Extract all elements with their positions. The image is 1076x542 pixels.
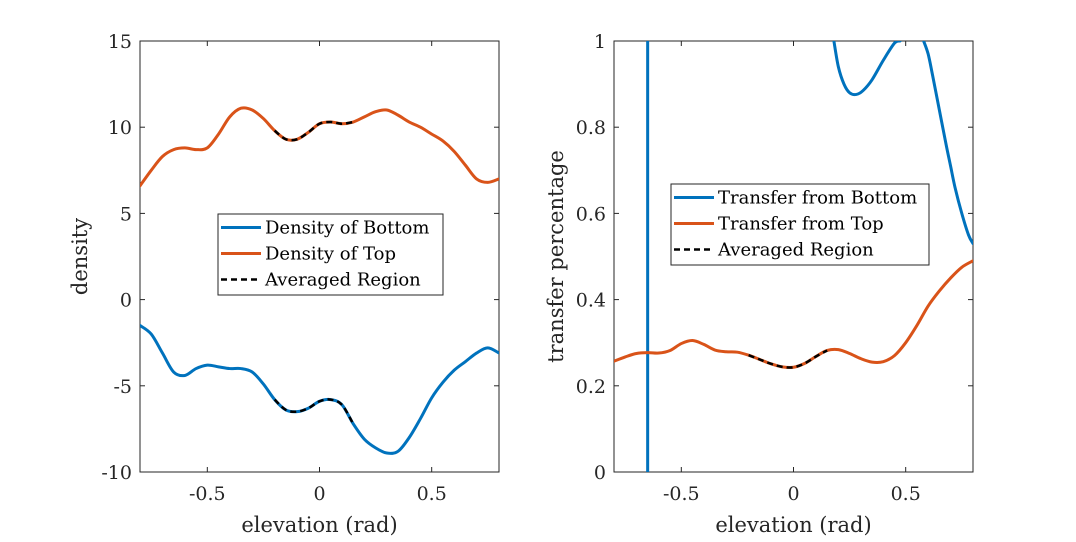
x-tick-label-density: 0 <box>313 483 325 505</box>
x-tick-label-density: 0.5 <box>417 483 447 505</box>
x-tick-label-transfer: 0 <box>787 483 799 505</box>
y-tick-label-transfer: 0.2 <box>576 376 606 398</box>
y-tick-label-density: 0 <box>120 290 132 312</box>
legend-label-transfer-top: Transfer from Top <box>718 214 884 235</box>
x-axis-label-density: elevation (rad) <box>241 513 397 537</box>
y-tick-label-density: 15 <box>108 31 132 53</box>
series-line-density-averaged-region <box>273 120 354 142</box>
y-axis-label-density: density <box>68 218 92 295</box>
y-tick-label-transfer: 0.8 <box>576 117 606 139</box>
series-line-transfer-transfer-from-top <box>614 259 973 370</box>
y-tick-label-transfer: 0.4 <box>576 290 606 312</box>
y-tick-label-density: 10 <box>108 117 132 139</box>
y-tick-label-transfer: 0.6 <box>576 203 606 225</box>
legend-label-transfer-averaged: Averaged Region <box>717 240 874 261</box>
y-tick-label-density: -5 <box>113 376 132 398</box>
x-axis-label-transfer: elevation (rad) <box>715 513 871 537</box>
legend-transfer: Transfer from Bottom Transfer from Top A… <box>670 183 930 266</box>
y-tick-label-density: -10 <box>101 462 132 484</box>
legend-label-density-top: Density of Top <box>265 244 396 265</box>
y-tick-label-transfer: 1 <box>594 31 606 53</box>
series-layer-density <box>140 106 499 455</box>
legend-label-density-averaged: Averaged Region <box>264 270 421 291</box>
y-tick-label-transfer: 0 <box>594 462 606 484</box>
series-line-transfer-transfer-from-bottom-segment-2 <box>922 41 973 246</box>
legend-label-transfer-bottom: Transfer from Bottom <box>718 188 917 209</box>
series-layer-transfer <box>614 41 973 472</box>
x-tick-label-transfer: -0.5 <box>663 483 700 505</box>
axes-density: -0.5 0 0.5 -10 -5 0 5 10 15 elevation (rad) dens… <box>68 31 500 537</box>
series-line-transfer-transfer-from-bottom-segment-1 <box>832 41 902 97</box>
series-line-density-averaged-region <box>273 398 355 425</box>
x-tick-label-transfer: 0.5 <box>891 483 921 505</box>
y-axis-label-transfer: transfer percentage <box>544 150 568 363</box>
series-line-transfer-averaged-region <box>748 349 828 369</box>
y-tick-label-density: 5 <box>120 203 132 225</box>
legend-density: Density of Bottom Density of Top Average… <box>217 213 444 296</box>
tick-layer-transfer: -0.5 0 0.5 0 0.2 0.4 0.6 0.8 1 <box>576 31 973 505</box>
axes-transfer: -0.5 0 0.5 0 0.2 0.4 0.6 0.8 1 elevation (rad) t… <box>544 31 974 537</box>
x-tick-label-density: -0.5 <box>189 483 226 505</box>
legend-label-density-bottom: Density of Bottom <box>265 218 429 239</box>
tick-layer-density: -0.5 0 0.5 -10 -5 0 5 10 15 <box>101 31 499 505</box>
